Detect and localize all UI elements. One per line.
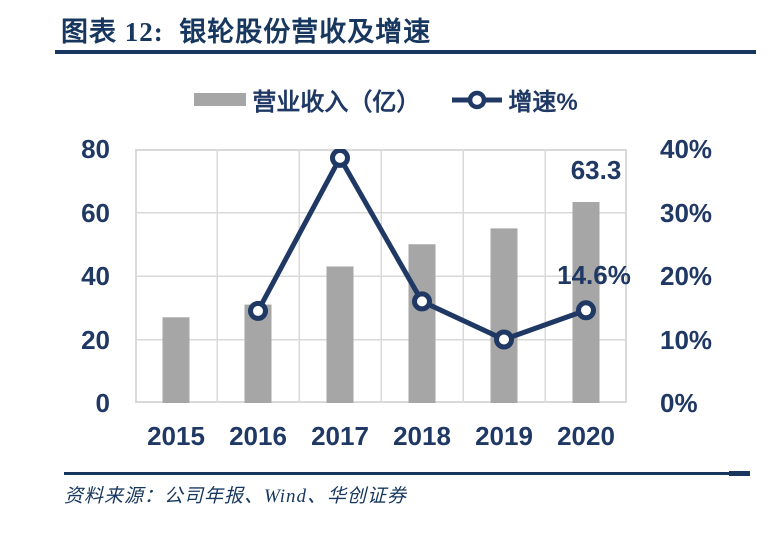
growth-marker xyxy=(576,300,596,321)
y-axis-right-tick: 30% xyxy=(660,197,713,228)
x-axis-label: 2018 xyxy=(393,421,451,451)
x-axis-label: 2019 xyxy=(475,421,533,451)
plot-border xyxy=(135,149,627,403)
growth-marker xyxy=(494,329,514,350)
y-axis-right-tick: 20% xyxy=(660,261,713,291)
footer-rule xyxy=(64,471,750,476)
source-note: 资料来源：公司年报、Wind、华创证券 xyxy=(64,486,408,507)
y-axis-right: 40% 30% 20% 10% 0% xyxy=(660,134,755,418)
y-axis-left-tick: 40 xyxy=(81,261,110,291)
data-label-growth-2020: 14.6% xyxy=(557,260,631,290)
x-axis-label: 2016 xyxy=(229,421,287,451)
legend-label-revenue: 营业收入（亿） xyxy=(252,89,421,116)
y-axis-left-tick: 80 xyxy=(81,134,110,164)
growth-marker xyxy=(330,149,350,168)
y-axis-right-tick: 0% xyxy=(660,388,698,418)
title-rule xyxy=(55,50,756,54)
footer-rule-tab xyxy=(729,471,750,476)
legend-item-growth: 增速% xyxy=(452,82,578,117)
chart-plot xyxy=(135,149,627,403)
y-axis-left-tick: 60 xyxy=(81,197,110,228)
x-axis-label: 2017 xyxy=(311,421,369,451)
data-label-revenue-2020: 63.3 xyxy=(570,155,622,185)
x-axis-label: 2015 xyxy=(147,421,205,451)
y-axis-left-tick: 20 xyxy=(81,324,110,355)
figure-title: 图表 12: 银轮股份营收及增速 xyxy=(61,17,432,47)
x-axis: 2015 2016 2017 2018 2019 2020 xyxy=(135,421,627,452)
y-axis-right-tick: 40% xyxy=(660,134,713,164)
revenue-bar-2016 xyxy=(244,304,272,403)
legend-item-revenue: 营业收入（亿） xyxy=(194,82,420,117)
bar-series-swatch xyxy=(194,93,247,106)
legend-label-growth: 增速% xyxy=(508,89,578,116)
y-axis-right-tick: 10% xyxy=(660,324,713,355)
chart-legend: 营业收入（亿） 增速% xyxy=(0,82,772,117)
growth-marker xyxy=(412,291,432,312)
y-axis-left-tick: 0 xyxy=(95,388,110,418)
revenue-bar-2017 xyxy=(326,266,354,403)
revenue-bar-2018 xyxy=(408,244,436,403)
x-axis-label: 2020 xyxy=(557,421,615,451)
line-series-swatch xyxy=(452,90,503,109)
revenue-bar-2015 xyxy=(162,317,190,403)
revenue-bar-2019 xyxy=(490,228,518,403)
growth-marker xyxy=(248,300,268,321)
y-axis-left: 80 60 40 20 0 xyxy=(45,134,110,418)
